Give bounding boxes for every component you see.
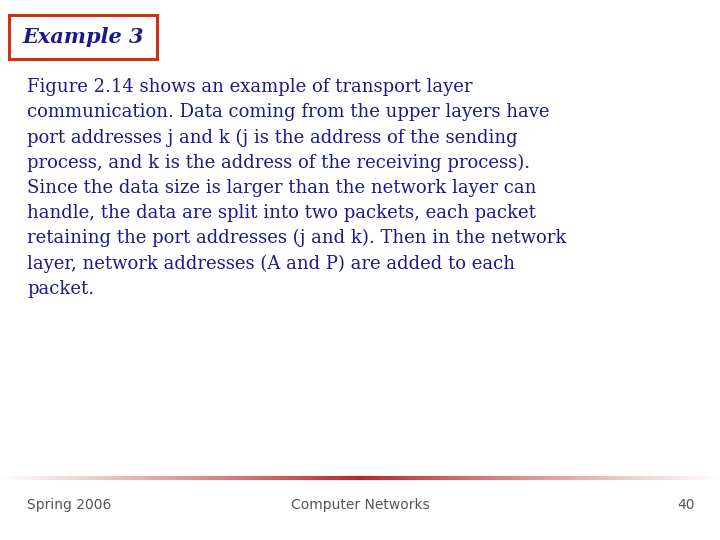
Text: 40: 40 <box>678 498 695 512</box>
Text: Figure 2.14 shows an example of transport layer
communication. Data coming from : Figure 2.14 shows an example of transpor… <box>27 78 567 298</box>
Text: Example 3: Example 3 <box>22 27 144 47</box>
Text: Computer Networks: Computer Networks <box>291 498 429 512</box>
Text: Spring 2006: Spring 2006 <box>27 498 112 512</box>
FancyBboxPatch shape <box>9 15 157 59</box>
